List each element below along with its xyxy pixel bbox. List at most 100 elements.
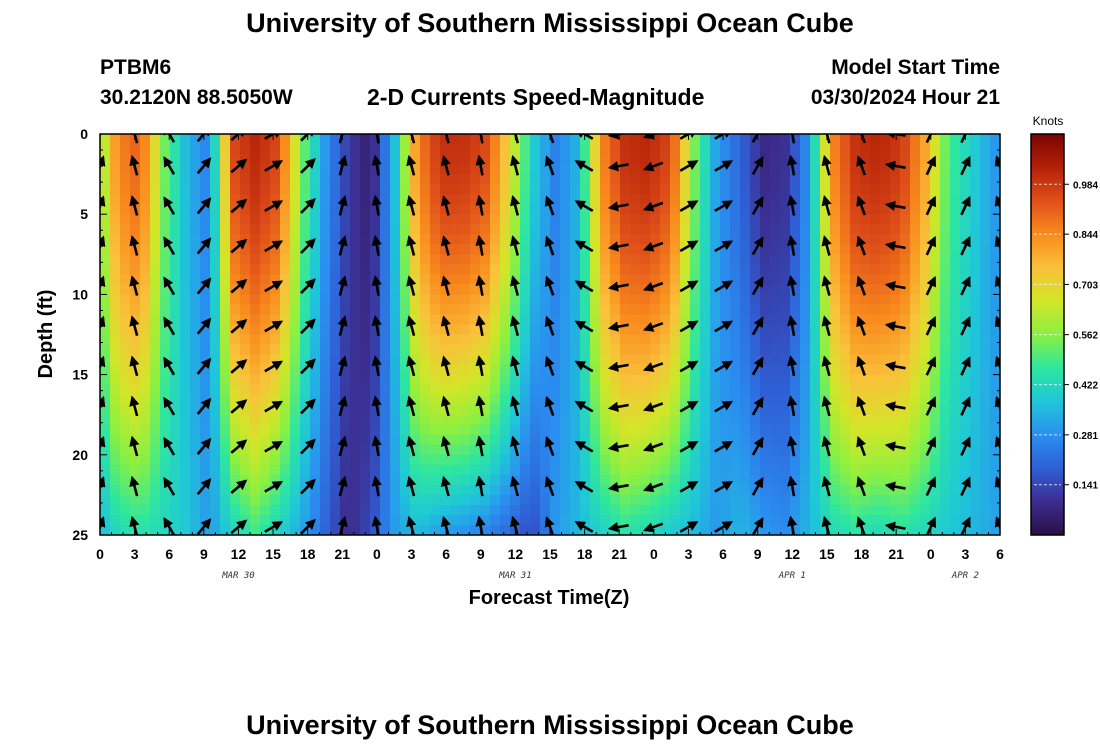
heatmap-cell	[600, 434, 611, 446]
heatmap-cell	[140, 254, 151, 265]
heatmap-cell	[210, 374, 221, 386]
heatmap-cell	[940, 394, 951, 406]
heatmap-cell	[950, 314, 961, 326]
heatmap-cell	[110, 454, 121, 466]
heatmap-cell	[180, 414, 191, 426]
heatmap-cell	[250, 234, 261, 245]
heatmap-cell	[850, 284, 861, 296]
heatmap-cell	[170, 494, 181, 506]
heatmap-cell	[710, 154, 721, 165]
heatmap-cell	[700, 394, 711, 406]
heatmap-cell	[650, 294, 661, 306]
heatmap-cell	[480, 154, 491, 165]
heatmap-cell	[680, 214, 691, 225]
heatmap-cell	[420, 334, 431, 346]
heatmap-cell	[140, 194, 151, 205]
heatmap-cell	[920, 334, 931, 346]
heatmap-cell	[540, 524, 551, 535]
x-tick-label: 3	[685, 546, 693, 562]
heatmap-cell	[220, 304, 231, 316]
heatmap-cell	[520, 374, 531, 386]
heatmap-cell	[160, 174, 171, 185]
heatmap-cell	[210, 344, 221, 356]
heatmap-cell	[920, 454, 931, 466]
heatmap-cell	[700, 514, 711, 526]
heatmap-cell	[890, 494, 901, 506]
heatmap-cell	[510, 214, 521, 225]
heatmap-cell	[400, 254, 411, 265]
heatmap-cell	[210, 364, 221, 376]
heatmap-cell	[490, 334, 501, 346]
heatmap-cell	[450, 184, 461, 195]
heatmap-cell	[980, 464, 991, 476]
heatmap-cell	[210, 174, 221, 185]
heatmap-cell	[420, 524, 431, 535]
heatmap-cell	[790, 464, 801, 476]
heatmap-cell	[890, 314, 901, 326]
heatmap-cell	[160, 444, 171, 456]
current-vector-arrow	[679, 400, 699, 413]
heatmap-cell	[430, 484, 441, 496]
heatmap-cell	[400, 474, 411, 486]
x-tick-label: 6	[442, 546, 450, 562]
heatmap-cell	[840, 414, 851, 426]
heatmap-cell	[690, 264, 701, 275]
heatmap-cell	[830, 374, 841, 386]
heatmap-cell	[850, 494, 861, 506]
heatmap-cell	[140, 394, 151, 406]
heatmap-cell	[700, 304, 711, 316]
heatmap-cell	[890, 134, 901, 145]
heatmap-cell	[800, 204, 811, 215]
heatmap-cell	[380, 434, 391, 446]
heatmap-cell	[810, 454, 821, 466]
heatmap-cell	[850, 274, 861, 285]
heatmap-cell	[670, 304, 681, 316]
heatmap-cell	[450, 224, 461, 235]
heatmap-cell	[650, 444, 661, 456]
heatmap-cell	[780, 504, 791, 516]
heatmap-cell	[380, 274, 391, 285]
heatmap-cell	[460, 384, 471, 396]
heatmap-cell	[330, 164, 341, 175]
heatmap-cell	[890, 154, 901, 165]
heatmap-cell	[270, 414, 281, 426]
heatmap-cell	[850, 324, 861, 336]
heatmap-cell	[480, 294, 491, 306]
heatmap-cell	[530, 524, 541, 535]
x-tick-label: 0	[373, 546, 381, 562]
heatmap-cell	[670, 514, 681, 526]
heatmap-cell	[710, 414, 721, 426]
heatmap-cell	[100, 174, 111, 185]
heatmap-cell	[390, 444, 401, 456]
current-vector-arrow	[475, 234, 486, 256]
heatmap-cell	[770, 284, 781, 296]
heatmap-cell	[380, 244, 391, 255]
heatmap-cell	[540, 244, 551, 255]
heatmap-cell	[590, 524, 601, 535]
heatmap-cell	[190, 454, 201, 466]
heatmap-cell	[780, 314, 791, 326]
heatmap-cell	[590, 484, 601, 496]
heatmap-cell	[110, 184, 121, 195]
heatmap-cell	[920, 324, 931, 336]
heatmap-cell	[710, 494, 721, 506]
heatmap-cell	[480, 444, 491, 456]
heatmap-cell	[360, 154, 371, 165]
heatmap-cell	[580, 314, 591, 326]
heatmap-cell	[910, 344, 921, 356]
heatmap-cell	[860, 284, 871, 296]
heatmap-cell	[680, 144, 691, 155]
heatmap-cell	[250, 224, 261, 235]
heatmap-cell	[420, 474, 431, 486]
heatmap-cell	[470, 334, 481, 346]
heatmap-cell	[170, 334, 181, 346]
heatmap-cell	[350, 384, 361, 396]
heatmap-cell	[210, 384, 221, 396]
heatmap-cell	[570, 374, 581, 386]
heatmap-cell	[650, 244, 661, 255]
heatmap-cell	[640, 464, 651, 476]
heatmap-cell	[870, 194, 881, 205]
heatmap-cell	[750, 374, 761, 386]
heatmap-cell	[620, 134, 631, 145]
heatmap-cell	[290, 514, 301, 526]
